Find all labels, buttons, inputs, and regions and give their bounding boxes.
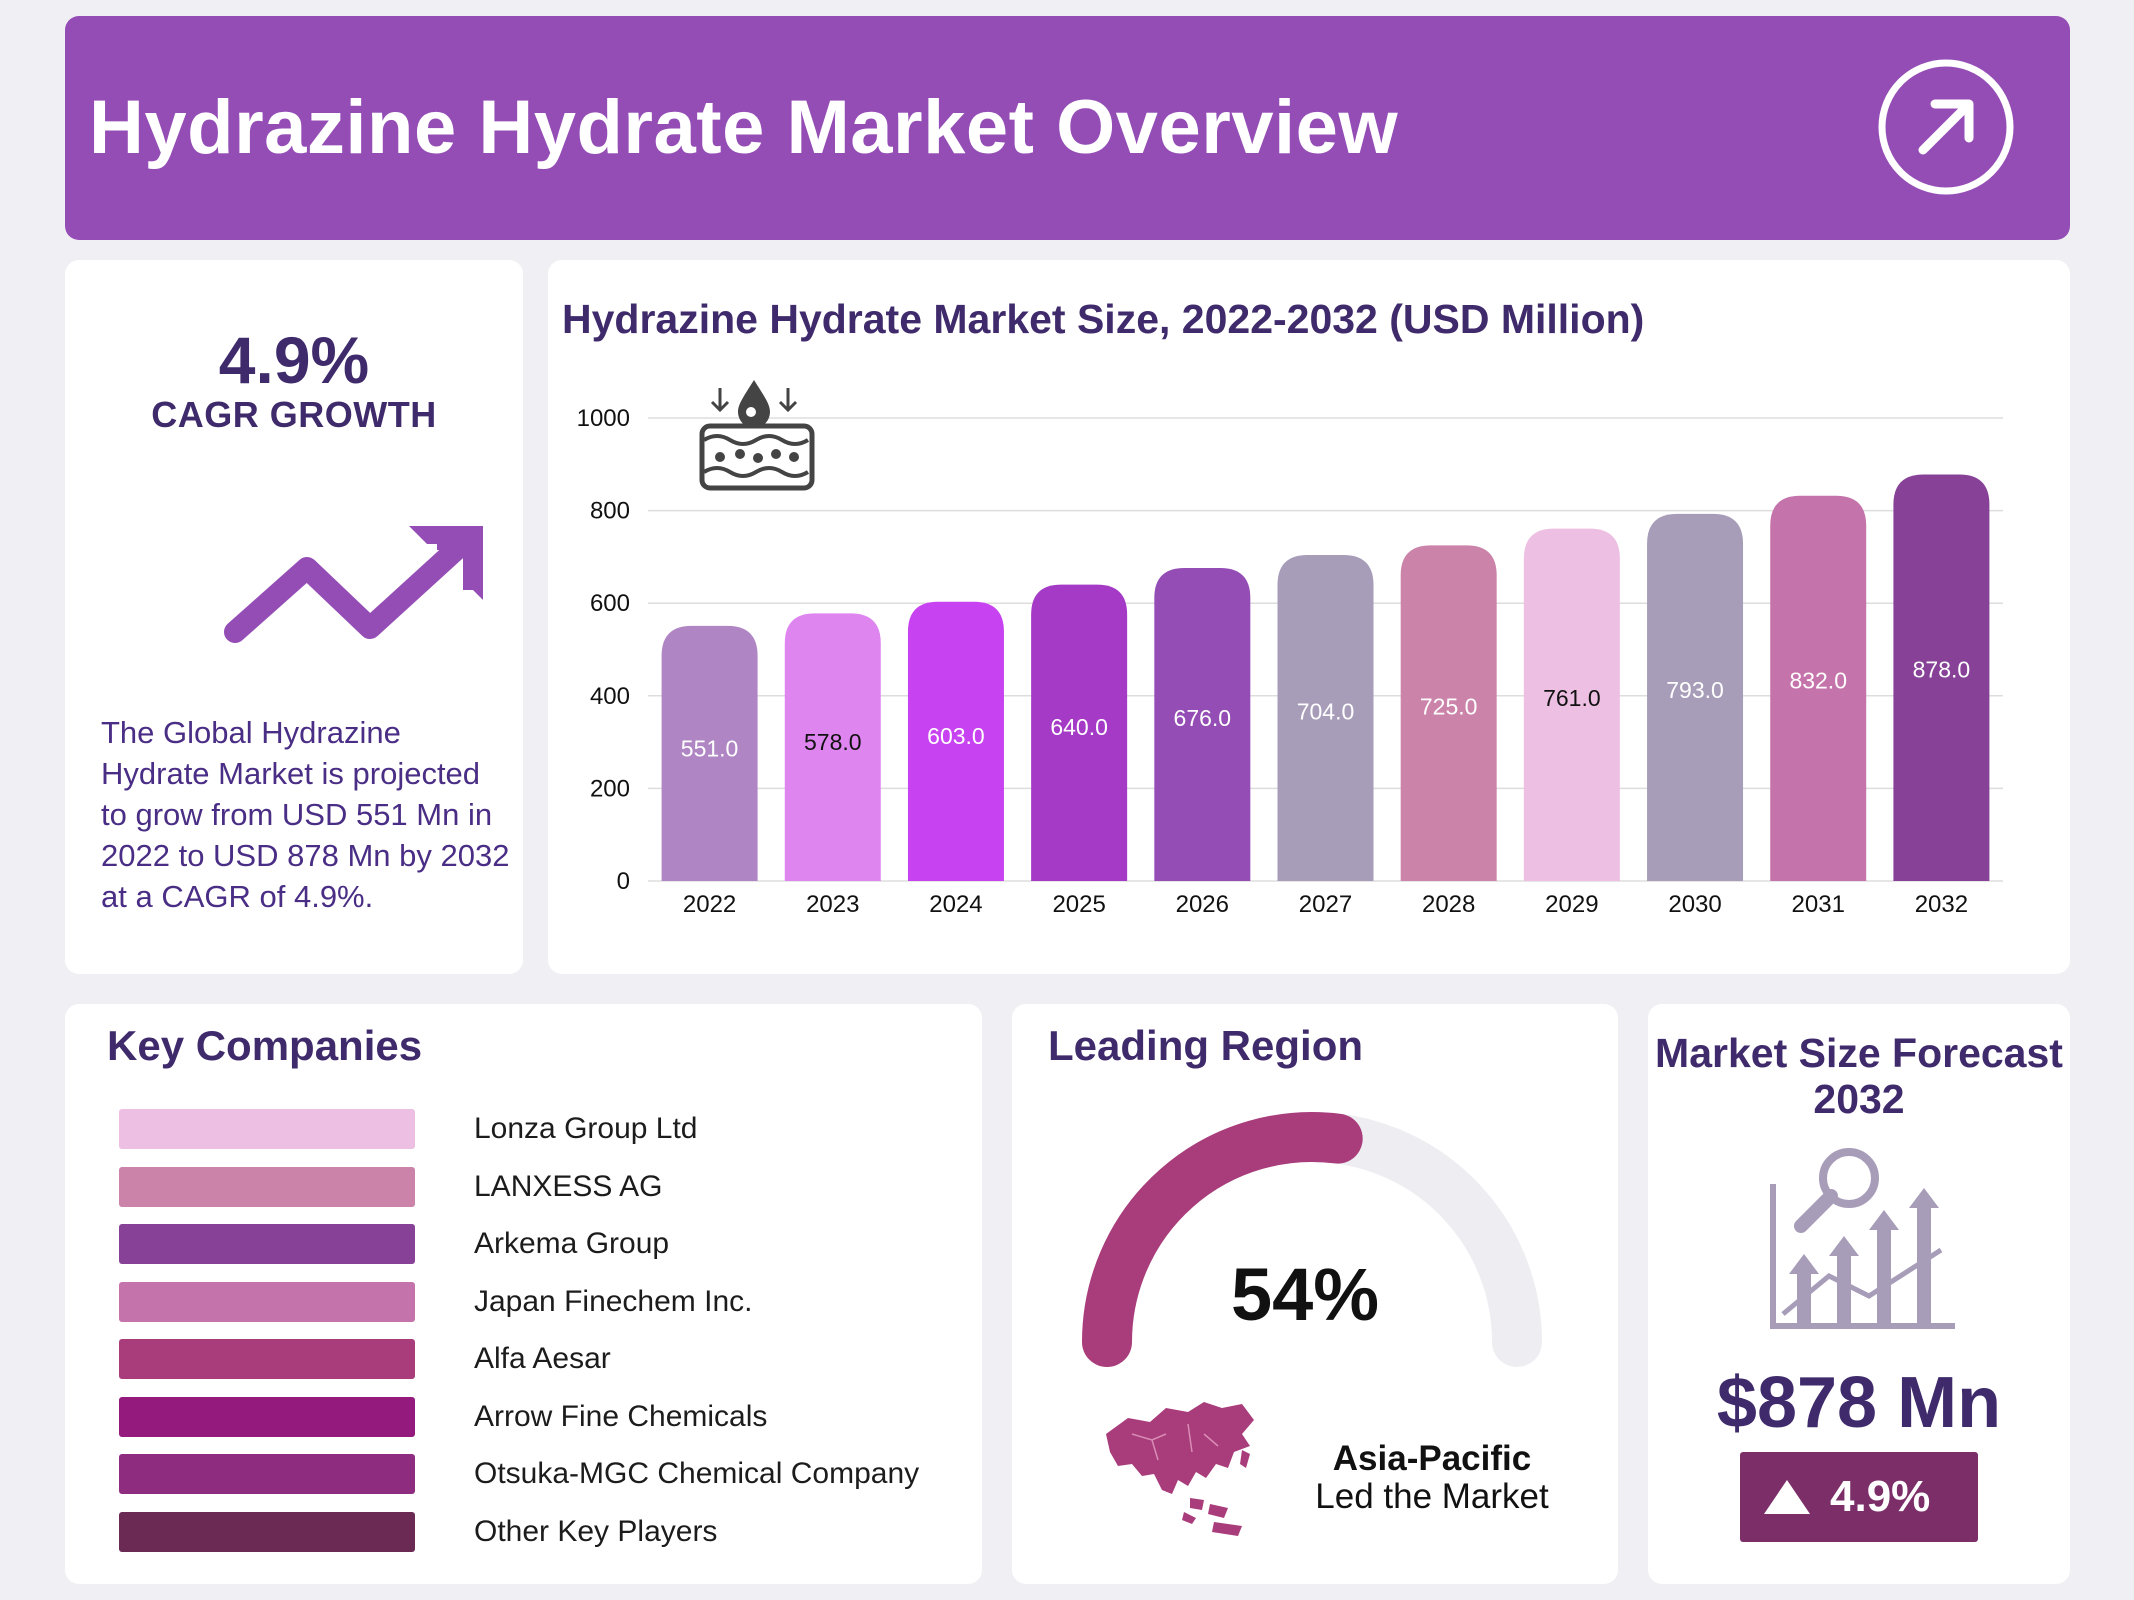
asia-map-icon xyxy=(1106,1402,1254,1536)
cagr-badge-value: 4.9% xyxy=(1830,1472,1931,1521)
bar-value-label: 640.0 xyxy=(1050,714,1108,740)
x-tick-label: 2028 xyxy=(1422,891,1475,918)
leading-region-card: Leading Region 54% Asia-Pacific Led the … xyxy=(1012,1004,1618,1584)
region-name: Asia-Pacific xyxy=(1332,1439,1532,1478)
company-item: Other Key Players xyxy=(119,1511,979,1554)
company-item: Arrow Fine Chemicals xyxy=(119,1396,979,1439)
bar-value-label: 793.0 xyxy=(1666,677,1724,703)
bar-value-label: 603.0 xyxy=(927,723,985,749)
x-tick-label: 2024 xyxy=(929,891,982,918)
bar-2029 xyxy=(1523,528,1620,881)
chemical-layer-icon xyxy=(699,380,815,491)
company-name: Arkema Group xyxy=(474,1227,670,1260)
cagr-value: 4.9% xyxy=(218,323,370,397)
cagr-description: The Global Hydrazine Hydrate Market is p… xyxy=(101,715,510,914)
x-tick-label: 2030 xyxy=(1668,891,1721,918)
company-item: Otsuka-MGC Chemical Company xyxy=(119,1454,979,1496)
y-tick-label: 1000 xyxy=(577,405,630,432)
cagr-label: CAGR GROWTH xyxy=(151,394,437,435)
forecast-value: $878 Mn xyxy=(1716,1363,2002,1443)
x-tick-label: 2025 xyxy=(1052,891,1105,918)
y-tick-label: 0 xyxy=(617,868,630,895)
company-item: Arkema Group xyxy=(119,1224,979,1266)
bar-2026 xyxy=(1154,568,1251,881)
bar-value-label: 725.0 xyxy=(1420,693,1478,719)
bar-value-label: 578.0 xyxy=(804,729,862,755)
company-name: Other Key Players xyxy=(474,1514,718,1548)
market-size-forecast-card: Market Size Forecast 2032 $878 Mn 4.9% xyxy=(1648,1004,2070,1584)
gauge-fill xyxy=(1082,1112,1363,1367)
company-name: Otsuka-MGC Chemical Company xyxy=(474,1457,920,1490)
bar-value-label: 878.0 xyxy=(1913,657,1971,683)
x-tick-label: 2027 xyxy=(1299,891,1352,918)
x-tick-label: 2023 xyxy=(806,891,859,918)
company-name: Lonza Group Ltd xyxy=(474,1112,698,1145)
y-tick-label: 400 xyxy=(590,683,630,710)
company-color-swatch xyxy=(119,1109,415,1149)
company-name: Japan Finechem Inc. xyxy=(474,1284,753,1318)
bar-2032 xyxy=(1893,474,1990,881)
cagr-card: 4.9% CAGR GROWTH The Global Hydrazine Hy… xyxy=(65,260,523,974)
region-share-value: 54% xyxy=(1230,1253,1380,1336)
forecast-title: Market Size Forecast 2032 xyxy=(1655,1030,2063,1122)
company-color-swatch xyxy=(119,1224,415,1264)
bar-chart: 0 200 400 600 800 1000 551.0 2022 578.0 2023 603.… xyxy=(577,380,2003,918)
bar-2024 xyxy=(907,601,1004,881)
page-title: Hydrazine Hydrate Market Overview xyxy=(89,85,1399,170)
bar-2030 xyxy=(1647,513,1744,881)
chart-title: Hydrazine Hydrate Market Size, 2022-2032… xyxy=(562,296,1645,342)
x-tick-label: 2031 xyxy=(1792,891,1845,918)
key-companies-card: Key Companies Lonza Group Ltd LANXESS AG A… xyxy=(65,1004,982,1584)
company-color-swatch xyxy=(119,1339,415,1379)
company-name: Alfa Aesar xyxy=(474,1342,611,1375)
x-tick-label: 2029 xyxy=(1545,891,1598,918)
market-size-chart-card: Hydrazine Hydrate Market Size, 2022-2032… xyxy=(548,260,2070,974)
bar-2025 xyxy=(1031,584,1128,881)
company-color-swatch xyxy=(119,1396,415,1437)
x-tick-label: 2026 xyxy=(1176,891,1229,918)
trend-up-arrow-icon xyxy=(224,526,483,643)
bar-value-label: 551.0 xyxy=(681,735,739,761)
company-item: Japan Finechem Inc. xyxy=(119,1281,979,1324)
x-tick-label: 2032 xyxy=(1915,891,1968,918)
bar-2031 xyxy=(1770,495,1867,881)
company-color-swatch xyxy=(119,1511,415,1552)
y-tick-label: 800 xyxy=(590,498,630,525)
cagr-badge: 4.9% xyxy=(1740,1452,1978,1542)
bar-2023 xyxy=(784,613,881,881)
y-tick-label: 600 xyxy=(590,590,630,617)
company-item: Alfa Aesar xyxy=(119,1339,979,1381)
bar-2027 xyxy=(1277,555,1374,881)
header-banner: Hydrazine Hydrate Market Overview xyxy=(65,16,2070,240)
company-item: LANXESS AG xyxy=(119,1166,979,1209)
company-color-swatch xyxy=(119,1454,415,1494)
arrow-up-right-circle-icon xyxy=(1878,59,2014,195)
companies-title: Key Companies xyxy=(107,1022,423,1069)
company-name: Arrow Fine Chemicals xyxy=(474,1399,768,1433)
bar-value-label: 761.0 xyxy=(1543,685,1601,711)
company-color-swatch xyxy=(119,1166,415,1207)
company-name: LANXESS AG xyxy=(474,1169,663,1203)
bar-value-label: 832.0 xyxy=(1789,668,1847,694)
region-subtitle: Led the Market xyxy=(1315,1477,1549,1516)
bar-2028 xyxy=(1400,545,1497,881)
region-share-gauge xyxy=(1082,1112,1542,1367)
region-title: Leading Region xyxy=(1048,1022,1363,1069)
bar-2022 xyxy=(661,625,758,881)
x-tick-label: 2022 xyxy=(683,891,736,918)
bar-value-label: 704.0 xyxy=(1297,699,1355,725)
y-tick-label: 200 xyxy=(590,775,630,802)
bar-value-label: 676.0 xyxy=(1174,705,1232,731)
analytics-magnifier-icon xyxy=(1770,1148,1955,1329)
company-item: Lonza Group Ltd xyxy=(119,1109,979,1151)
company-color-swatch xyxy=(119,1281,415,1322)
triangle-up-icon xyxy=(1764,1480,1810,1514)
